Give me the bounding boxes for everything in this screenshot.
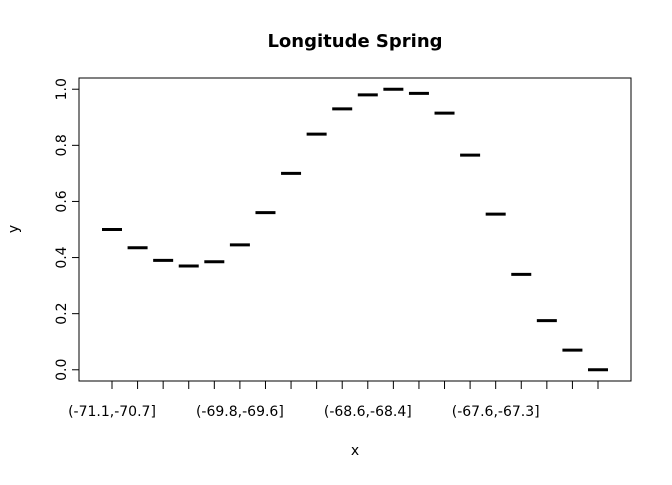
y-tick-label: 0.4 xyxy=(54,246,70,268)
y-tick-label: 0.8 xyxy=(54,134,70,156)
x-tick-label: (-67.6,-67.3] xyxy=(452,404,540,420)
y-axis: 0.0 0.2 0.4 0.6 0.8 1.0 xyxy=(54,78,80,381)
y-tick-label: 0.6 xyxy=(54,190,70,212)
x-axis: (-71.1,-70.7] (-69.8,-69.6] (-68.6,-68.4] (… xyxy=(68,380,599,420)
x-tick-label: (-68.6,-68.4] xyxy=(324,404,412,420)
chart-title: Longitude Spring xyxy=(267,31,442,52)
plot-frame xyxy=(78,77,632,382)
x-tick-label: (-69.8,-69.6] xyxy=(196,404,284,420)
x-tick-label: (-71.1,-70.7] xyxy=(68,404,156,420)
y-tick-label: 0.0 xyxy=(54,359,70,381)
data-marks xyxy=(102,87,608,372)
y-tick-label: 1.0 xyxy=(54,78,70,100)
y-tick-label: 0.2 xyxy=(54,303,70,325)
y-axis-label: y xyxy=(6,225,22,233)
x-axis-label: x xyxy=(351,443,359,459)
